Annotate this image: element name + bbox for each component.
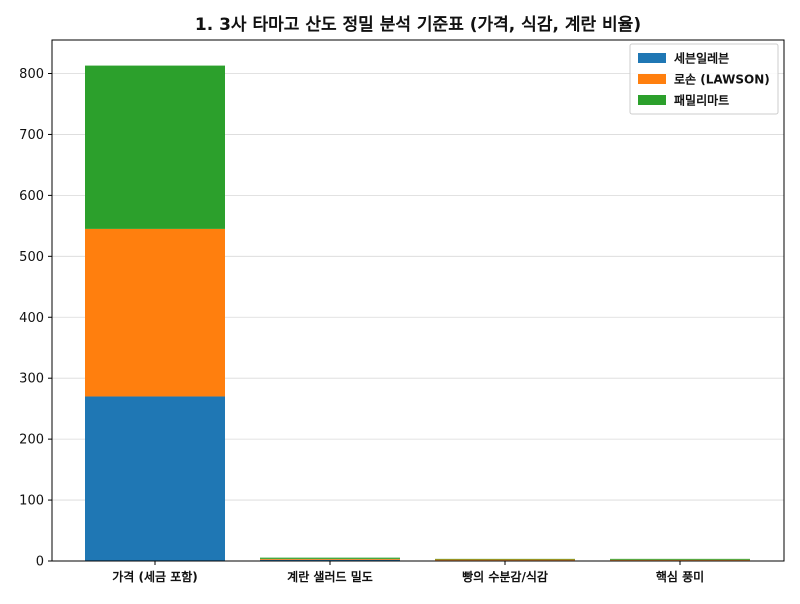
bar-segment [260, 558, 400, 560]
y-tick-label: 0 [36, 555, 44, 570]
bar-segment [85, 396, 225, 561]
bars [85, 65, 750, 561]
y-tick-label: 700 [19, 128, 44, 143]
bar-segment [435, 559, 575, 561]
y-tick-label: 300 [19, 372, 44, 387]
bar-segment [610, 559, 750, 561]
x-tick-label: 핵심 풍미 [656, 569, 704, 584]
legend-swatch [638, 53, 666, 63]
y-tick-label: 100 [19, 494, 44, 509]
legend-swatch [638, 74, 666, 84]
bar-segment [260, 557, 400, 559]
bar-segment [435, 558, 575, 560]
legend-label: 세븐일레븐 [674, 51, 729, 66]
y-tick-label: 800 [19, 67, 44, 82]
y-tick-label: 200 [19, 433, 44, 448]
bar-segment [85, 65, 225, 229]
bar-segment [85, 228, 225, 397]
x-tick-label: 계란 샐러드 밀도 [287, 569, 373, 584]
legend-label: 패밀리마트 [674, 93, 729, 108]
bar-segment [260, 559, 400, 561]
legend-box [629, 43, 779, 115]
y-tick-label: 500 [19, 250, 44, 265]
x-axis-ticks: 가격 (세금 포함) 계란 샐러드 밀도 빵의 수분감/식감 핵심 풍미 [112, 561, 704, 584]
legend-swatch [638, 95, 666, 105]
plot-frame [51, 39, 785, 562]
legend-label: 로손 (LAWSON) [674, 73, 770, 87]
x-tick-label: 가격 (세금 포함) [112, 569, 198, 584]
bar-segment [610, 558, 750, 560]
y-tick-label: 600 [19, 189, 44, 204]
x-tick-label: 빵의 수분감/식감 [462, 569, 548, 584]
chart-title: 1. 3사 타마고 산도 정밀 분석 기준표 (가격, 식감, 계란 비율) [195, 14, 641, 35]
y-axis-ticks: 0 100 200 300 400 500 600 700 800 [19, 67, 52, 570]
y-tick-label: 400 [19, 311, 44, 326]
